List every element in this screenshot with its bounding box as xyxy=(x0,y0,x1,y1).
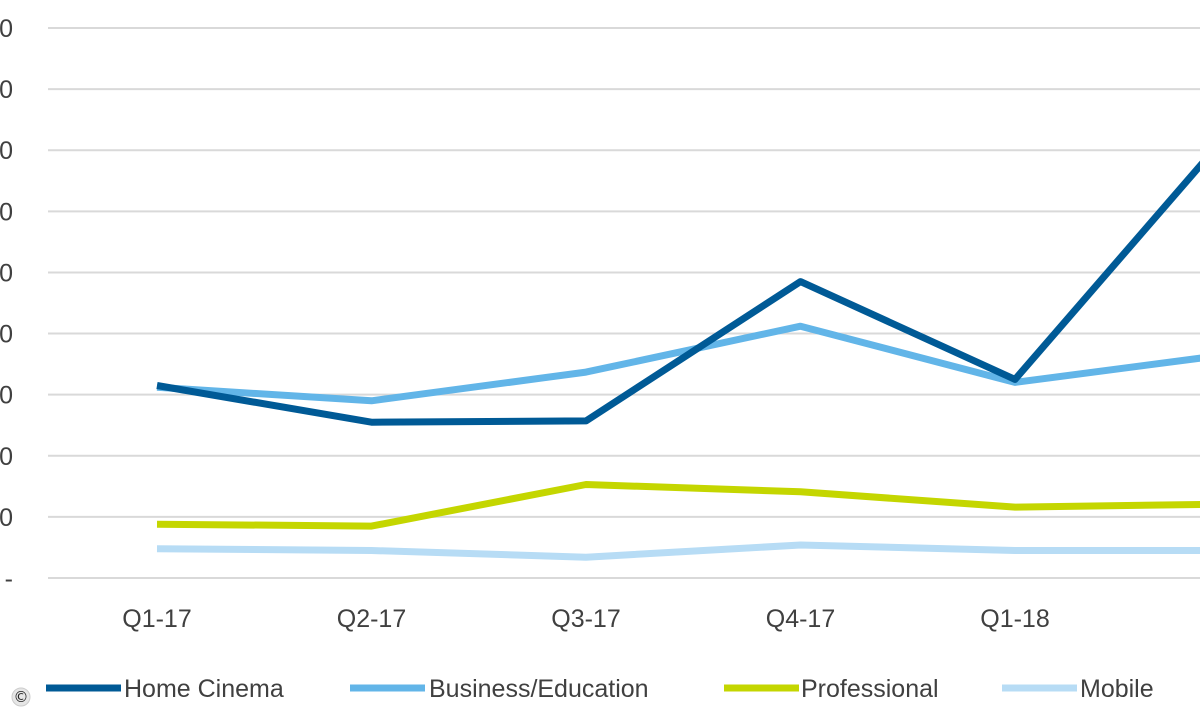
y-axis-tick-labels: 0 0 0 0 0 0 0 0 0 - xyxy=(0,15,13,593)
y-tick-label: 0 xyxy=(0,137,13,165)
copyright-symbol: © xyxy=(14,688,29,706)
x-tick-label: Q2-17 xyxy=(337,605,406,633)
y-tick-label: 0 xyxy=(0,15,13,43)
x-tick-label: Q1-17 xyxy=(122,605,191,633)
x-tick-label: Q1-18 xyxy=(980,605,1049,633)
gridlines xyxy=(48,27,1200,579)
series-line-mobile xyxy=(156,541,1200,561)
y-tick-label: 0 xyxy=(0,443,13,471)
legend: Home Cinema Business/Education Professiona… xyxy=(46,675,1154,703)
series-lines xyxy=(156,160,1200,561)
copyright-badge-circle xyxy=(11,687,31,707)
y-tick-label: 0 xyxy=(0,382,13,410)
series-line-professional xyxy=(156,481,1200,530)
x-tick-label: Q4-17 xyxy=(766,605,835,633)
y-tick-label: 0 xyxy=(0,321,13,349)
legend-label-professional: Professional xyxy=(801,675,939,703)
legend-label-mobile: Mobile xyxy=(1080,675,1154,703)
legend-label-home-cinema: Home Cinema xyxy=(124,675,284,703)
y-tick-label: 0 xyxy=(0,259,13,287)
y-tick-label: 0 xyxy=(0,76,13,104)
legend-label-business-education: Business/Education xyxy=(429,675,649,703)
copyright-badge: © xyxy=(11,687,31,707)
y-tick-label: 0 xyxy=(0,198,13,226)
series-line-home-cinema xyxy=(156,160,1200,426)
y-tick-label: 0 xyxy=(0,504,13,532)
y-tick-label: - xyxy=(5,565,13,593)
x-tick-label: Q3-17 xyxy=(551,605,620,633)
